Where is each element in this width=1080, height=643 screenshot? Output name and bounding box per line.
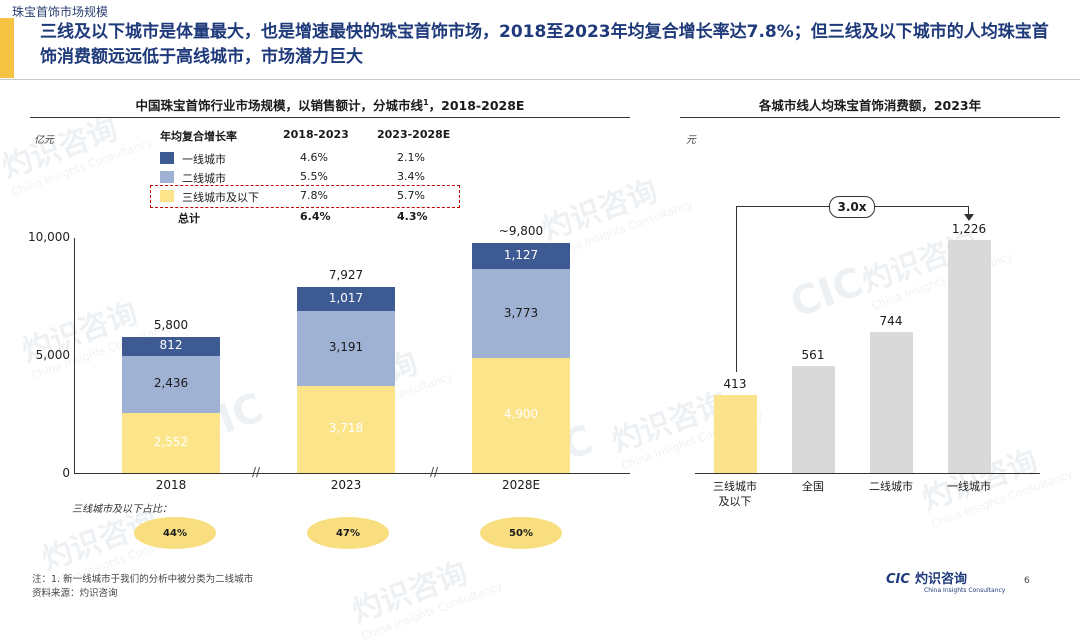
bar-segment-tier3 [122,413,220,473]
right-cat-tier3: 三线城市 及以下 [713,480,757,508]
left-unit-label: 亿元 [34,135,54,146]
legend-cagr1-tier3: 7.8% [300,189,328,202]
right-cat-tier2: 二线城市 [869,480,913,493]
x-tick-2018: 2018 [155,478,187,492]
legend-swatch-tier3 [160,190,174,202]
right-cat-tier1: 一线城市 [947,480,991,493]
bar-segment-tier1 [122,336,220,356]
legend-swatch-tier1 [160,152,174,164]
legend-cagr2-tier1: 2.1% [397,151,425,164]
logo-en: China Insights Consultancy [924,587,1006,594]
bar-segment-tier2 [297,310,395,386]
legend-label-tier3: 三线城市及以下 [182,191,259,204]
bar-value-label: 3,773 [503,305,539,320]
y-tick-0: 0 [62,466,70,480]
legend-cagr1-total: 6.4% [300,210,331,223]
legend-cagr1-tier2: 5.5% [300,170,328,183]
company-logo: CIC 灼识咨询 China Insights Consultancy [886,568,1005,594]
x-axis-line [74,473,630,474]
ratio-badge: 3.0x [829,196,875,218]
bar-segment-tier2 [122,355,220,414]
legend-label-tier2: 二线城市 [182,172,226,185]
bar-value-label: 1,127 [503,247,539,262]
ratio-bracket-left [736,206,737,372]
x-tick-2023: 2023 [330,478,362,492]
bar-value-label: 3,191 [328,340,364,355]
ratio-arrow-icon [964,214,974,221]
legend-swatch-tier2 [160,171,174,183]
legend-cagr-header: 年均复合增长率 [160,130,237,143]
right-bar-tier3 [713,394,757,473]
bar-value-label: 812 [159,338,183,353]
right-bar [869,331,913,473]
bar-segment-tier1 [297,286,395,311]
total-label: 7,927 [328,267,364,282]
left-title-underline [30,117,630,118]
total-label: ~9,800 [498,223,544,238]
bar-value-label: 4,900 [503,407,539,422]
axis-break-1: // [252,465,261,479]
bar-value-label: 2,552 [153,435,189,449]
right-chart-title: 各城市线人均珠宝首饰消费额，2023年 [758,98,982,113]
ratio-bracket-right [968,206,969,216]
right-title-underline [680,117,1060,118]
bar-value-label: 2,436 [153,376,189,391]
right-cat-national: 全国 [802,480,824,493]
section-title: 珠宝首饰市场规模 [12,5,109,19]
legend-period-1: 2018-2023 [283,128,349,141]
y-tick-5000: 5,000 [35,348,70,362]
legend-label-total: 总计 [178,212,200,225]
legend-cagr1-tier1: 4.6% [300,151,328,164]
title-accent-bar [0,18,14,78]
legend-cagr2-tier2: 3.4% [397,170,425,183]
legend-cagr2-total: 4.3% [397,210,428,223]
share-oval-2018: 44% [134,517,216,549]
left-chart-title: 中国珠宝首饰行业市场规模，以销售额计，分城市线1，2018-2028E [135,97,525,113]
right-bar [791,366,835,473]
right-bar [947,240,991,473]
legend-period-2: 2023-2028E [377,128,451,141]
right-x-axis-line [695,473,1040,474]
legend-highlight-box [150,185,460,208]
right-bar-value-label: 561 [801,348,825,363]
logo-mark: CIC [886,572,910,587]
right-unit-label: 元 [686,135,696,146]
right-bar-value-label: 744 [879,313,903,328]
page-number: 6 [1024,576,1030,586]
share-oval-2023: 47% [307,517,389,549]
y-tick-10000: 10,000 [28,230,70,244]
right-bar-value-label: 1,226 [951,222,987,236]
footnote-2: 资料来源：灼识咨询 [32,588,118,599]
x-tick-2028e: 2028E [501,478,541,492]
page-headline: 三线及以下城市是体量最大，也是增速最快的珠宝首饰市场，2018至2023年均复合… [40,22,1049,67]
axis-break-2: // [430,465,439,479]
bar-segment-tier2 [472,269,570,358]
header-divider [0,79,1080,80]
bar-value-label: 1,017 [328,290,364,305]
total-label: 5,800 [153,317,189,332]
share-label: 三线城市及以下占比： [72,504,172,515]
bar-value-label: 3,718 [328,421,364,436]
logo-cn: 灼识咨询 [915,572,968,587]
footnote-1: 注：1. 新一线城市于我们的分析中被分类为二线城市 [32,574,254,585]
bar-segment-tier1 [472,242,570,270]
y-axis-line [74,238,75,474]
bar-segment-tier3 [472,357,570,473]
share-oval-2028e: 50% [480,517,562,549]
right-bar-value-label: 413 [723,376,747,391]
legend-label-tier1: 一线城市 [182,153,226,166]
legend-cagr2-tier3: 5.7% [397,189,425,202]
bar-segment-tier3 [297,385,395,473]
